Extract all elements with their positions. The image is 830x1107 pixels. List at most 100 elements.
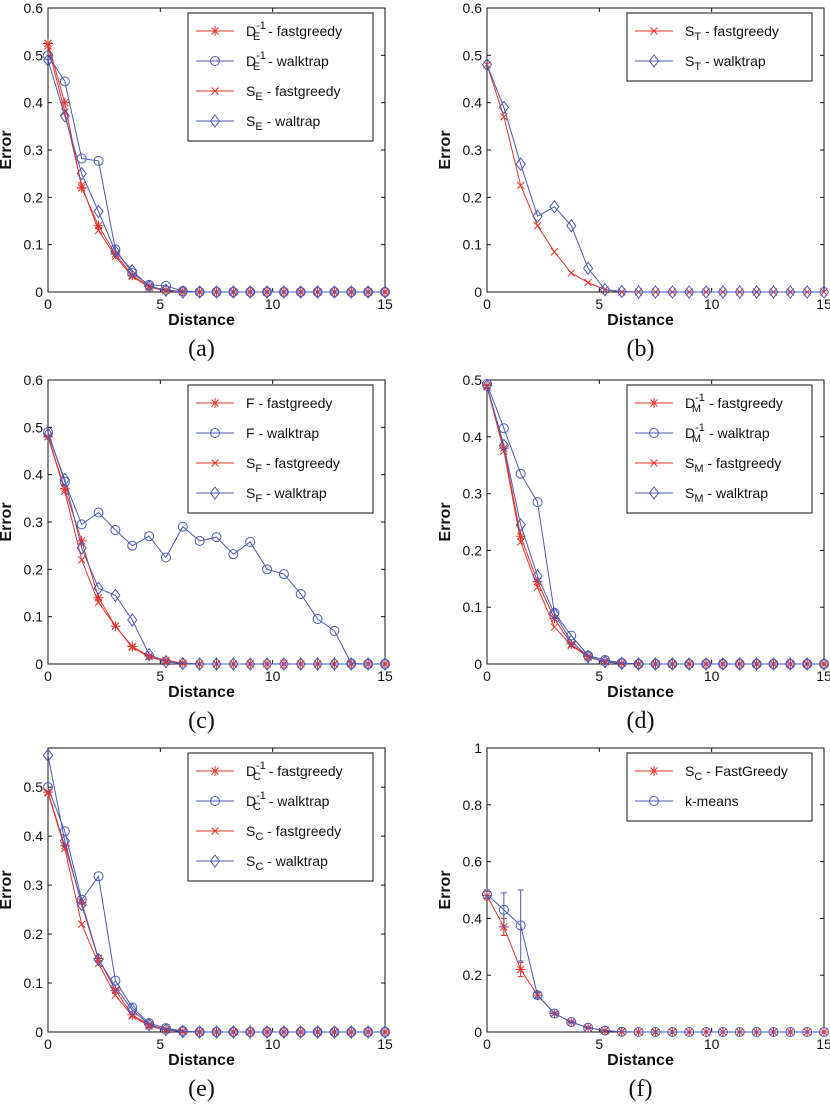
data-point — [549, 1008, 560, 1019]
legend: D-1 E - fastgreedy D-1 E - walktrap SE - fas… — [187, 12, 374, 142]
x-tick-label: 15 — [377, 1036, 393, 1052]
data-point — [633, 1027, 644, 1037]
data-point — [482, 380, 492, 391]
y-axis-label: Error — [0, 870, 15, 909]
legend: D-1 C - fastgreedy D-1 C - walktrap SC - fas… — [187, 752, 374, 882]
data-point — [228, 657, 239, 671]
data-point — [127, 540, 138, 551]
data-point — [751, 657, 762, 671]
y-tick-label: 1 — [474, 740, 482, 756]
data-point — [329, 285, 340, 299]
data-point — [44, 42, 52, 50]
data-point — [567, 269, 576, 277]
data-point — [76, 535, 87, 546]
data-point — [363, 285, 374, 299]
data-point — [818, 285, 830, 299]
series-line — [47, 434, 385, 665]
data-point — [312, 1025, 323, 1039]
legend-box — [626, 752, 813, 822]
legend-entry: SC - fastgreedy — [196, 823, 341, 843]
data-point — [346, 1025, 357, 1039]
error-bar — [534, 991, 541, 999]
legend-marker — [649, 398, 659, 408]
data-point — [599, 654, 611, 669]
data-point — [110, 525, 121, 536]
data-point — [515, 518, 526, 532]
error-bar — [585, 1026, 592, 1029]
data-point — [94, 226, 103, 235]
y-tick-label: 0 — [35, 656, 43, 672]
x-tick-label: 0 — [44, 668, 52, 684]
data-point — [582, 261, 594, 276]
data-point — [346, 285, 357, 299]
data-point — [379, 657, 391, 671]
data-point — [566, 1017, 577, 1028]
data-point — [143, 1017, 155, 1032]
data-point — [667, 657, 678, 671]
legend-label: k-means — [685, 793, 739, 809]
legend-marker — [210, 796, 220, 806]
data-point — [566, 634, 577, 649]
data-point — [582, 649, 594, 664]
y-tick-label: 0.5 — [24, 779, 44, 795]
data-point — [42, 427, 54, 442]
data-point — [312, 657, 323, 671]
data-point — [498, 100, 509, 115]
panel-label: (e) — [188, 1076, 215, 1102]
data-point — [59, 840, 70, 851]
data-point — [59, 834, 70, 848]
legend-label: SF - fastgreedy — [246, 455, 340, 475]
data-point — [76, 519, 87, 530]
x-tick-label: 5 — [156, 1036, 164, 1052]
data-point — [498, 443, 509, 454]
legend-label: SF - walktrap — [246, 485, 327, 505]
y-tick-label: 0.3 — [24, 877, 44, 893]
legend-entry: F - fastgreedy — [196, 395, 332, 411]
legend-label: SM - walktrap — [685, 485, 768, 505]
data-point — [177, 656, 188, 671]
legend-entry: ST - fastgreedy — [635, 23, 779, 43]
legend: ST - fastgreedy ST - walktrap — [626, 12, 813, 82]
legend-label: SM - fastgreedy — [685, 455, 781, 475]
data-point — [76, 897, 87, 912]
x-tick-label: 10 — [265, 1036, 281, 1052]
panel-label: (c) — [188, 708, 215, 734]
chart-panel-c: 0 0.1 0.2 0.3 0.4 0.5 0.6 0 5 10 15 Distance Error (c… — [0, 372, 393, 734]
data-point — [145, 1022, 153, 1030]
legend-marker — [648, 54, 660, 68]
data-point — [111, 991, 120, 1000]
x-axis-label: Distance — [607, 1052, 674, 1069]
x-tick-label: 10 — [265, 668, 281, 684]
chart-panel-b: 0 0.1 0.2 0.3 0.4 0.5 0.6 0 5 10 15 Distance Error (b… — [437, 0, 830, 362]
chart-panel-a: 0 0.1 0.2 0.3 0.4 0.5 0.6 0 5 10 15 Distance Error (a… — [0, 0, 393, 362]
data-point — [684, 285, 695, 299]
series-s-f-walktrap — [42, 427, 391, 671]
data-point — [43, 38, 53, 49]
legend-entry: D-1 E - walktrap — [196, 50, 329, 73]
data-point — [549, 199, 560, 214]
data-point — [650, 657, 661, 671]
data-point — [59, 76, 70, 87]
data-point — [717, 285, 729, 299]
y-axis-label: Error — [437, 130, 454, 169]
data-point — [228, 285, 239, 299]
x-axis-label: Distance — [168, 1052, 235, 1069]
data-point — [76, 897, 87, 908]
data-point — [228, 549, 239, 560]
data-point — [329, 657, 340, 671]
y-tick-label: 0.5 — [24, 47, 44, 63]
data-point — [59, 476, 70, 487]
data-point — [211, 657, 222, 671]
data-point — [261, 285, 273, 299]
series-s-m-walktrap — [481, 378, 830, 671]
legend-marker — [649, 428, 659, 438]
legend-entry: SF - walktrap — [196, 485, 327, 505]
data-point — [194, 535, 205, 546]
data-point — [700, 285, 712, 299]
legend-entry: SC - FastGreedy — [635, 763, 788, 783]
x-tick-label: 15 — [816, 1036, 830, 1052]
data-point — [127, 641, 138, 652]
y-axis-label: Error — [0, 130, 15, 169]
legend-label: ST - walktrap — [685, 53, 766, 73]
